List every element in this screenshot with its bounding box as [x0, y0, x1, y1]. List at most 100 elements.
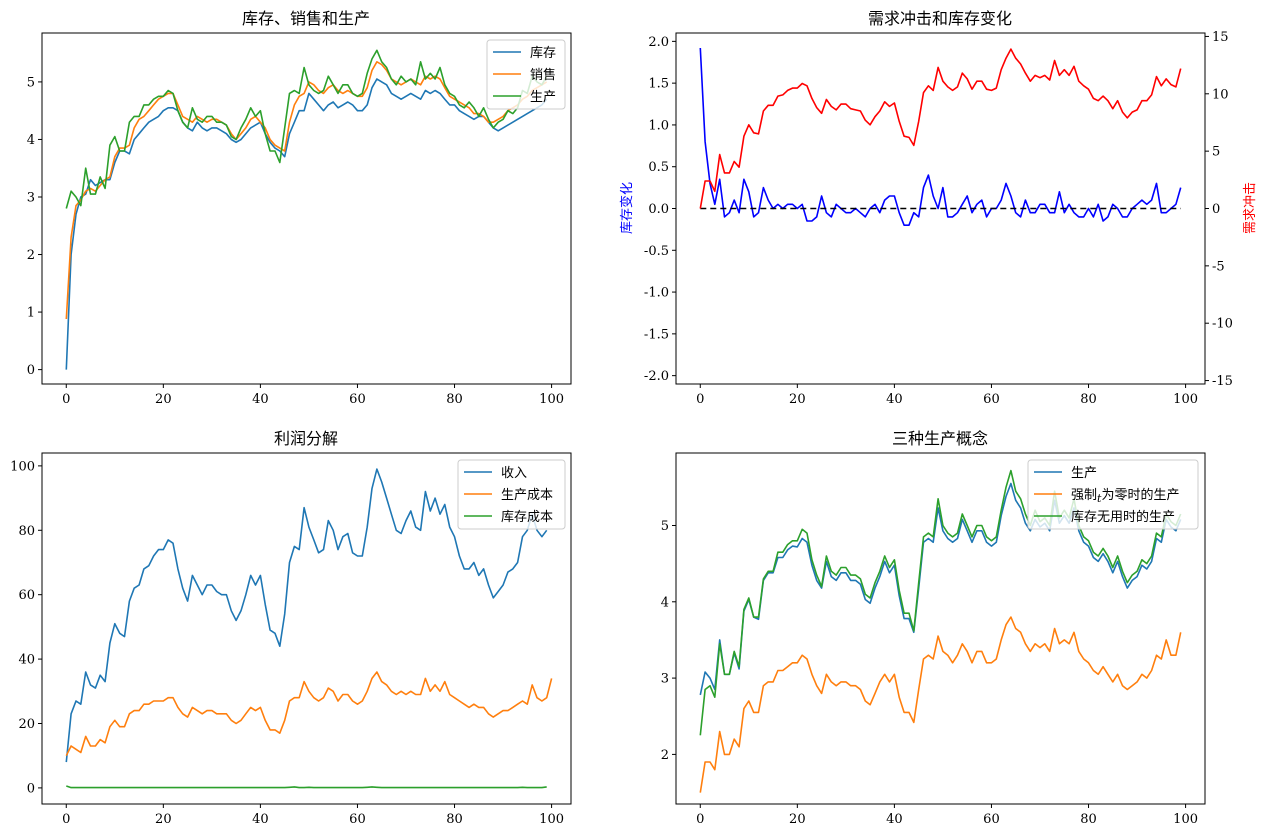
y-tick-label: 2 [27, 248, 35, 263]
x-tick-label: 0 [62, 812, 70, 827]
y-tick-label: 4 [27, 133, 35, 148]
y-tick-label: 80 [18, 524, 35, 539]
y-tick-label: -2.0 [644, 369, 669, 384]
y-tick-label: 4 [661, 595, 669, 610]
y-tick-label: 3 [27, 190, 35, 205]
x-tick-label: 80 [446, 392, 463, 407]
x-tick-label: 100 [539, 392, 564, 407]
y-tick-label: 60 [18, 588, 35, 603]
axis-ticks: 0 20 40 60 80 100 -2.0 -1.5 -1.0 -0.5 0.0 0.5 1.0 1.5… [644, 30, 1233, 407]
axis-ticks: 0 20 40 60 80 100 0 20 40 60 80 100 [10, 459, 564, 827]
x-tick-label: 40 [886, 392, 903, 407]
series-line-0 [699, 482, 1182, 696]
x-tick-label: 20 [789, 392, 806, 407]
subplot-inventory-sales-production: 库存、销售和生产 0 20 40 60 80 100 0 1 2 3 4 5 库存 销售 生产 [27, 9, 572, 407]
series-line-0 [65, 468, 548, 763]
series-lines [699, 469, 1182, 793]
subplot-demand-shock-inventory-change: 需求冲击和库存变化 0 20 40 60 80 100 -2.0 -1.5 -1.0 -0.5 0.… [619, 9, 1258, 407]
legend-label-forced-zero-part2: 为零时的生产 [1101, 487, 1179, 503]
x-tick-label: 20 [155, 812, 172, 827]
y-tick-label: 100 [10, 459, 35, 474]
x-tick-label: 100 [1173, 392, 1198, 407]
x-tick-label: 0 [62, 392, 70, 407]
y2-tick-label: 10 [1212, 87, 1229, 102]
legend-label-forced-zero: 强制t为零时的生产 [1071, 487, 1179, 505]
legend-label-inventory-useless: 库存无用时的生产 [1071, 509, 1175, 525]
x-tick-label: 60 [983, 392, 1000, 407]
subplot-title: 需求冲击和库存变化 [868, 9, 1012, 28]
legend-label-production: 生产 [1071, 466, 1097, 481]
series-line-1 [699, 616, 1182, 793]
plot-frame [41, 32, 572, 385]
subplot-title: 利润分解 [274, 429, 338, 448]
series-line-2 [65, 49, 548, 209]
y-tick-label: 0.0 [648, 202, 669, 217]
subplot-profit-decomposition: 利润分解 0 20 40 60 80 100 0 20 40 60 80 100 收入 生产成本 库存… [10, 429, 572, 827]
y2-tick-label: 15 [1212, 30, 1229, 45]
y2-tick-label: -15 [1212, 374, 1233, 389]
y-tick-label: 2 [661, 748, 669, 763]
legend-box [486, 39, 566, 110]
legend: 库存 销售 生产 [486, 39, 566, 110]
legend-label-production: 生产 [530, 90, 556, 105]
y-tick-label: 1.0 [648, 118, 669, 133]
subplot-title: 库存、销售和生产 [242, 9, 370, 28]
x-tick-label: 0 [696, 392, 704, 407]
y-tick-label: 0.5 [648, 160, 669, 175]
y-tick-label: 0 [27, 781, 35, 796]
x-tick-label: 40 [252, 812, 269, 827]
legend-label-forced-zero-subscript: t [1097, 492, 1102, 505]
x-tick-label: 80 [446, 812, 463, 827]
y2-tick-label: -10 [1212, 317, 1233, 332]
x-tick-label: 40 [252, 392, 269, 407]
y-tick-label: 20 [18, 717, 35, 732]
axis-ticks: 0 20 40 60 80 100 2 3 4 5 [661, 519, 1198, 827]
x-tick-label: 0 [696, 812, 704, 827]
y-tick-label: 1.5 [648, 77, 669, 92]
legend-label-forced-zero-part1: 强制 [1071, 488, 1097, 503]
legend-label-revenue: 收入 [501, 466, 527, 481]
y-tick-label: -1.5 [644, 327, 669, 342]
x-tick-label: 100 [539, 812, 564, 827]
y-tick-label: 2.0 [648, 35, 669, 50]
y-tick-label: 3 [661, 672, 669, 687]
axis-ticks: 0 20 40 60 80 100 0 1 2 3 4 5 [27, 75, 564, 407]
x-tick-label: 80 [1080, 812, 1097, 827]
legend-label-sales: 销售 [530, 67, 556, 83]
series-line-2 [699, 469, 1182, 736]
series-lines [65, 468, 553, 789]
subplot-title: 三种生产概念 [892, 429, 988, 448]
legend-label-production-cost: 生产成本 [501, 488, 553, 503]
x-tick-label: 100 [1173, 812, 1198, 827]
x-tick-label: 60 [983, 812, 1000, 827]
x-tick-label: 20 [789, 812, 806, 827]
x-tick-label: 60 [349, 812, 366, 827]
legend: 生产 强制t为零时的生产 库存无用时的生产 [1027, 459, 1199, 530]
series-line-0 [65, 78, 548, 370]
series-line-2 [66, 785, 547, 789]
y-tick-label: 1 [27, 306, 35, 321]
y2-tick-label: -5 [1212, 259, 1225, 274]
y-axis-label-right: 需求冲击 [1243, 182, 1258, 234]
legend: 收入 生产成本 库存成本 [457, 459, 566, 530]
y-tick-label: -0.5 [644, 244, 669, 259]
y-tick-label: 40 [18, 653, 35, 668]
y-axis-label-left: 库存变化 [619, 182, 635, 234]
subplot-three-production-concepts: 三种生产概念 0 20 40 60 80 100 2 3 4 5 生产 强制t为零时的生产 库存无… [661, 429, 1206, 827]
x-tick-label: 20 [155, 392, 172, 407]
legend-box [1027, 459, 1199, 530]
y-tick-label: 5 [661, 519, 669, 534]
y2-tick-label: 5 [1212, 145, 1220, 160]
x-tick-label: 80 [1080, 392, 1097, 407]
series-line-0 [699, 47, 1182, 226]
series-line-1 [65, 61, 548, 320]
legend-box [457, 459, 566, 530]
y-tick-label: 5 [27, 75, 35, 90]
legend-label-inventory-cost: 库存成本 [501, 509, 553, 525]
plot-frame [41, 452, 572, 805]
series-lines [65, 49, 548, 370]
series-line-1 [65, 671, 553, 757]
series-line-2 [699, 48, 1182, 209]
y-tick-label: -1.0 [644, 286, 669, 301]
